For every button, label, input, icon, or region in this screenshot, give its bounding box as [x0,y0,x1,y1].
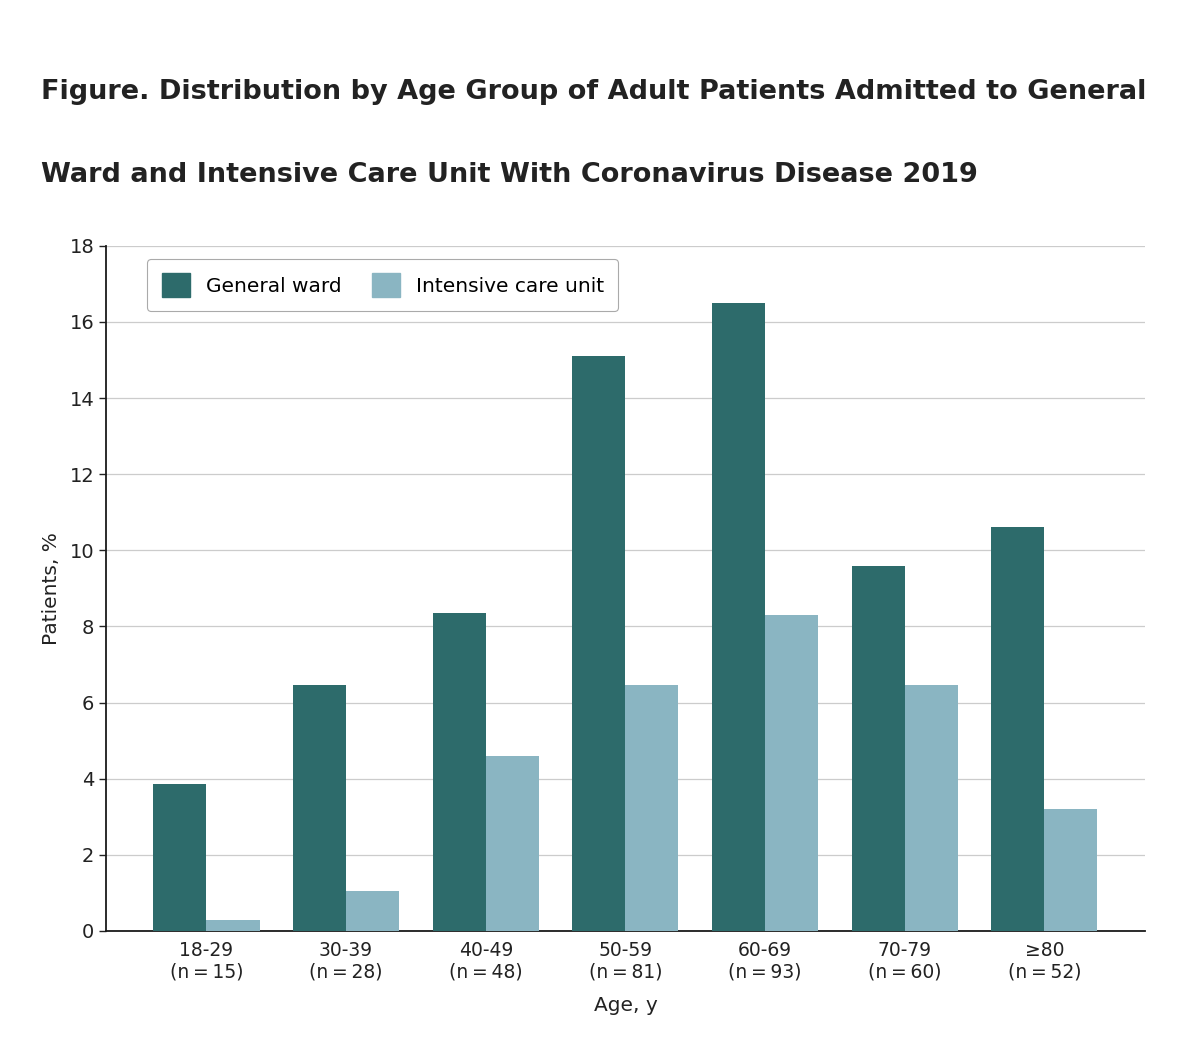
Text: Ward and Intensive Care Unit With Coronavirus Disease 2019: Ward and Intensive Care Unit With Corona… [41,162,978,188]
Bar [153,784,206,931]
Bar [1044,810,1097,931]
Bar [206,919,260,931]
Bar [346,891,399,931]
Bar [572,357,625,931]
Bar [486,756,539,931]
Legend: General ward, Intensive care unit: General ward, Intensive care unit [148,259,618,311]
Bar [852,566,905,931]
Y-axis label: Patients, %: Patients, % [42,532,61,644]
Bar [433,613,486,931]
Bar [293,685,346,931]
X-axis label: Age, y: Age, y [594,996,657,1015]
Bar [991,527,1044,931]
Bar [765,615,818,931]
Bar [905,685,958,931]
Bar [712,303,765,931]
Bar [625,685,678,931]
Text: Figure. Distribution by Age Group of Adult Patients Admitted to General: Figure. Distribution by Age Group of Adu… [41,78,1147,105]
